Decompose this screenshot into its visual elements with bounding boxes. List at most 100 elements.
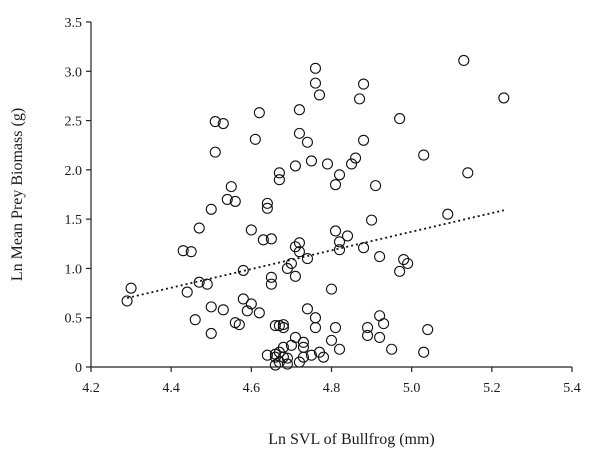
data-point — [378, 318, 390, 330]
data-point — [358, 242, 370, 254]
data-point — [205, 301, 217, 313]
data-point — [285, 257, 297, 270]
data-point — [422, 323, 434, 336]
data-point — [309, 322, 322, 334]
data-point — [261, 349, 273, 361]
data-point — [273, 174, 285, 186]
data-point — [349, 152, 362, 164]
data-point — [442, 208, 454, 220]
x-tick-label: 5.0 — [403, 381, 421, 396]
data-point — [398, 254, 410, 266]
data-point — [333, 169, 346, 181]
data-point — [418, 149, 430, 161]
data-point — [233, 319, 245, 331]
data-point — [325, 334, 338, 346]
data-point — [189, 314, 201, 326]
data-point — [301, 303, 314, 315]
data-point — [265, 233, 277, 245]
data-point — [297, 336, 309, 348]
data-point — [177, 245, 189, 257]
data-point — [329, 322, 342, 334]
y-tick-label: 2.0 — [65, 164, 83, 179]
data-point — [313, 89, 326, 101]
data-point — [237, 293, 249, 305]
data-point — [217, 304, 229, 316]
x-tick-label: 4.4 — [162, 381, 180, 396]
y-tick-label: 3.0 — [65, 65, 83, 80]
data-point — [301, 136, 314, 148]
data-point — [354, 93, 366, 105]
data-point — [221, 193, 233, 205]
data-point — [394, 113, 406, 125]
data-point — [257, 234, 269, 246]
data-point — [305, 349, 318, 361]
data-point — [273, 167, 285, 179]
data-point — [265, 271, 277, 283]
data-point — [289, 160, 301, 172]
data-point — [293, 237, 305, 249]
data-point — [345, 158, 358, 170]
data-point — [277, 322, 289, 334]
data-point — [193, 276, 205, 288]
y-tick-label: 3.5 — [65, 16, 83, 31]
data-point — [394, 265, 406, 277]
data-point — [289, 331, 301, 343]
data-point — [309, 312, 322, 324]
data-point — [374, 331, 386, 343]
data-point — [277, 351, 289, 363]
data-point — [297, 341, 309, 353]
data-point — [209, 116, 221, 128]
x-tick-label: 4.2 — [82, 381, 100, 396]
data-point — [366, 214, 378, 226]
data-point — [309, 77, 322, 89]
x-axis-title: Ln SVL of Bullfrog (mm) — [268, 431, 435, 448]
trendline-layer — [126, 209, 505, 299]
data-point — [125, 282, 137, 294]
data-point — [309, 62, 322, 74]
data-point — [277, 319, 289, 331]
data-point — [293, 246, 305, 258]
data-point — [253, 307, 265, 319]
data-point — [229, 195, 241, 207]
data-point — [358, 78, 370, 90]
y-axis-title: Ln Mean Prey Biomass (g) — [9, 108, 26, 281]
trendline — [126, 209, 505, 299]
data-point — [293, 104, 305, 116]
data-point — [458, 54, 470, 66]
data-point — [269, 320, 281, 332]
data-point — [317, 351, 330, 363]
data-point — [293, 127, 305, 139]
data-point — [333, 236, 346, 248]
data-point — [370, 180, 382, 192]
y-tick-label: 1.0 — [65, 262, 83, 277]
x-tick-label: 5.4 — [563, 381, 581, 396]
data-point — [225, 181, 237, 193]
data-point — [386, 343, 398, 355]
data-point — [193, 222, 205, 234]
axes-layer — [90, 22, 572, 368]
data-point — [341, 230, 354, 242]
data-point — [305, 155, 318, 167]
data-point — [402, 257, 414, 270]
data-point — [374, 251, 386, 263]
data-point — [329, 225, 342, 237]
data-point — [181, 286, 193, 298]
data-point — [265, 278, 277, 290]
x-tick-label: 4.8 — [323, 381, 341, 396]
data-point — [205, 327, 217, 340]
points-layer — [121, 54, 510, 371]
y-tick-label: 2.5 — [65, 115, 83, 130]
data-point — [462, 167, 474, 179]
data-point — [205, 203, 217, 215]
data-point — [253, 107, 265, 119]
data-point — [201, 278, 213, 290]
data-point — [185, 246, 197, 258]
data-point — [249, 133, 261, 145]
data-point — [362, 322, 374, 334]
data-point — [217, 117, 229, 130]
data-point — [374, 310, 386, 322]
data-point — [121, 295, 133, 307]
data-point — [241, 305, 253, 317]
data-point — [333, 343, 346, 355]
